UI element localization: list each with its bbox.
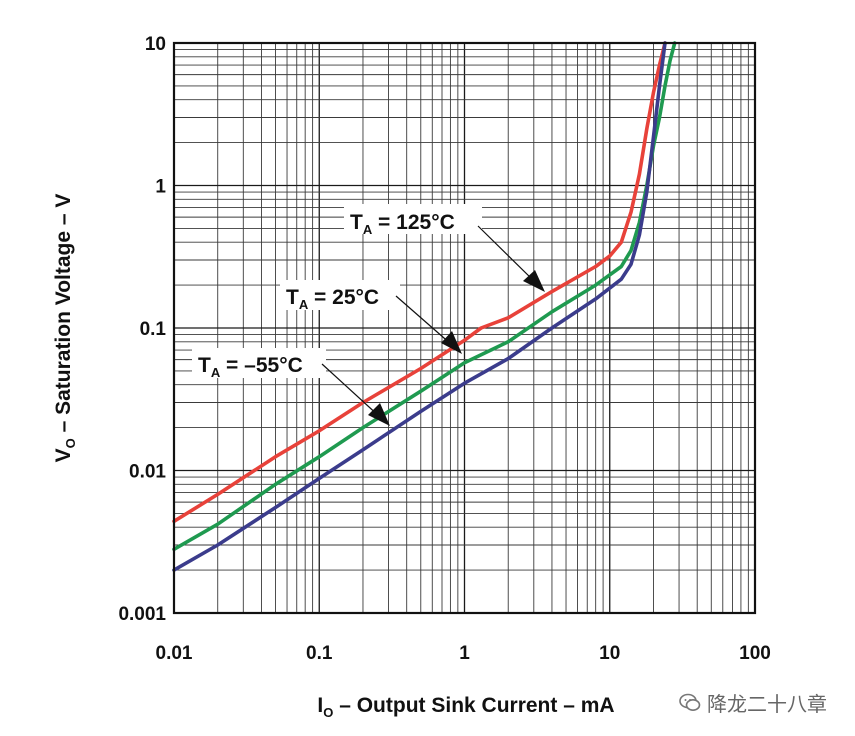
plot-frame (172, 41, 757, 615)
x-tick-label: 10 (599, 643, 620, 664)
series-layer (172, 41, 677, 572)
annotations: TA = 125°C TA = 25°C TA = –55°C (192, 204, 545, 426)
y-axis-label: VO – Saturation Voltage – V (52, 194, 78, 463)
y-tick-label: 1 (155, 177, 166, 198)
x-axis-label-main: I (317, 694, 323, 717)
y-tick-labels: 0.001 0.01 0.1 1 10 (118, 34, 166, 625)
annotation-main: T (350, 211, 363, 234)
x-tick-label: 1 (459, 643, 470, 664)
x-axis-label-rest: – Output Sink Current – mA (333, 694, 614, 717)
series-line-minus55c (172, 41, 667, 572)
annotation-sub: A (363, 222, 373, 237)
annotation-sub: A (299, 297, 309, 312)
y-tick-label: 0.1 (140, 319, 167, 340)
y-tick-label: 0.01 (129, 462, 166, 483)
annotation-bg (344, 204, 482, 234)
x-tick-label: 0.01 (156, 643, 193, 664)
annotation-leader (321, 363, 381, 418)
annotation-main: T (286, 286, 299, 309)
annotation-main: T (198, 354, 211, 377)
annotation-arrowhead (368, 403, 390, 426)
series-line-25c (172, 41, 677, 552)
watermark-text: 降龙二十八章 (707, 692, 827, 716)
annotation-arrowhead (441, 331, 462, 354)
annotation-arrowhead (523, 270, 545, 292)
annotation-bg (280, 280, 400, 310)
x-axis-label: IO – Output Sink Current – mA (317, 694, 614, 720)
y-axis-label-main: V (52, 448, 75, 462)
annotation-rest: = 125°C (372, 211, 455, 234)
annotation-25c: TA = 25°C (286, 286, 379, 312)
annotation-bg (192, 348, 326, 378)
annotation-rest: = 25°C (308, 286, 379, 309)
y-tick-label: 0.001 (118, 604, 166, 625)
annotation-sub: A (211, 365, 221, 380)
y-axis-label-sub: O (63, 438, 78, 448)
chart-grid (173, 43, 755, 614)
annotation-leader (395, 295, 453, 346)
series-line-125c (172, 41, 667, 524)
wechat-icon (679, 692, 701, 714)
y-axis-label-rest: – Saturation Voltage – V (52, 194, 75, 439)
y-tick-label: 10 (145, 34, 166, 55)
annotation-rest: = –55°C (220, 354, 303, 377)
annotation-leader (477, 225, 536, 283)
x-axis-label-sub: O (323, 705, 333, 720)
annotation-minus55c: TA = –55°C (198, 354, 303, 380)
annotation-125c: TA = 125°C (350, 211, 455, 237)
watermark: 降龙二十八章 (679, 688, 827, 717)
x-tick-label: 100 (739, 643, 771, 664)
x-tick-label: 0.1 (306, 643, 333, 664)
x-tick-labels: 0.01 0.1 1 10 100 (156, 643, 771, 664)
